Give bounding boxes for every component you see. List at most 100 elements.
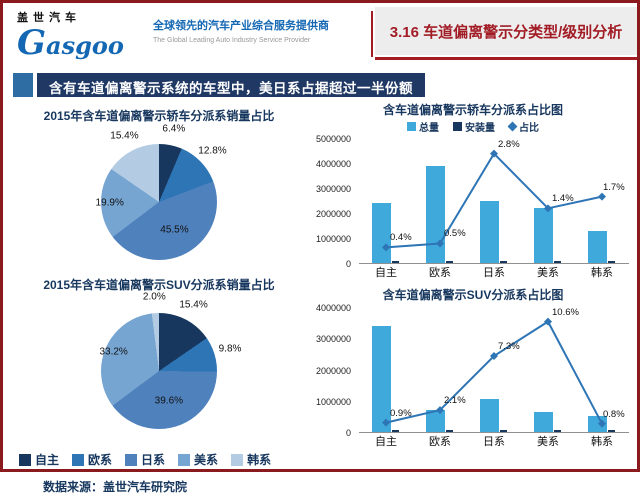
pie-label-自主: 6.4% [162, 123, 186, 135]
combo-sedan-legend: 总量 安装量 占比 [309, 118, 637, 134]
legend-item-欧系: 欧系 [72, 451, 112, 468]
y-tick-label: 2000000 [315, 209, 351, 219]
y-tick-label: 1000000 [315, 396, 351, 407]
y-tick-label: 3000000 [315, 334, 351, 345]
tagline: 全球领先的汽车产业综合服务提供商 The Global Leading Auto… [153, 17, 329, 44]
bar-swatch-icon [453, 121, 462, 131]
bar-install-美系 [554, 261, 561, 263]
section-title-band: 3.16 车道偏离警示分类型/级别分析 [375, 7, 637, 55]
legend-item-占比: 占比 [507, 119, 539, 134]
ratio-label-韩系: 1.7% [603, 181, 625, 193]
legend-item-自主: 自主 [19, 451, 59, 468]
y-axis: 0 1000000 2000000 3000000 4000000 5000000 [309, 134, 355, 269]
pie-label-自主: 15.4% [179, 299, 208, 311]
y-tick-label: 0 [345, 259, 351, 269]
bar-total-韩系 [588, 230, 607, 263]
pie-sedan-title: 2015年含车道偏离警示轿车分派系销量占比 [43, 109, 275, 123]
bar-install-日系 [500, 429, 507, 432]
bar-install-韩系 [608, 261, 615, 263]
pie-sedan-circle [101, 144, 217, 260]
y-tick-label: 5000000 [315, 134, 351, 144]
combo-sedan-title: 含车道偏离警示轿车分派系占比图 [382, 103, 563, 117]
tagline-chinese: 全球领先的汽车产业综合服务提供商 [153, 20, 329, 32]
pie-label-美系: 33.2% [99, 346, 128, 358]
bar-swatch-icon [407, 121, 416, 131]
pie-sedan-chart: 6.4% 12.8% 45.5% 19.9% 15.4% [9, 124, 309, 274]
x-label-欧系: 欧系 [429, 267, 451, 279]
bar-total-日系 [480, 399, 499, 432]
x-label-欧系: 欧系 [429, 436, 451, 448]
x-label-日系: 日系 [483, 436, 505, 448]
ratio-label-美系: 1.4% [552, 193, 574, 205]
x-axis-labels: 自主 欧系 日系 美系 韩系 [359, 266, 629, 280]
legend-swatch-icon [231, 453, 244, 466]
y-tick-label: 4000000 [315, 303, 351, 313]
legend-item-日系: 日系 [125, 451, 165, 468]
headline-accent-square [13, 73, 33, 97]
bar-total-欧系 [426, 165, 445, 263]
x-label-韩系: 韩系 [591, 267, 613, 279]
ratio-label-韩系: 0.8% [603, 408, 625, 420]
bar-total-自主 [372, 325, 391, 432]
pie-label-欧系: 12.8% [198, 145, 227, 156]
pie-suv-chart: 15.4% 9.8% 39.6% 33.2% 2.0% [9, 291, 309, 443]
x-label-日系: 日系 [483, 267, 505, 279]
legend-swatch-icon [72, 453, 85, 466]
bar-install-自主 [392, 261, 399, 263]
header-divider [371, 11, 373, 57]
combo-suv-chart: 0 1000000 2000000 3000000 4000000 0.9% 2.1% 7.… [309, 303, 637, 449]
legend-item-美系: 美系 [178, 451, 218, 468]
ratio-label-美系: 10.6% [552, 306, 579, 318]
plot-area: 0.4% 0.5% 2.8% 1.4% 1.7% [359, 138, 629, 264]
bar-total-日系 [480, 200, 499, 263]
x-label-美系: 美系 [537, 267, 559, 279]
y-tick-label: 3000000 [315, 184, 351, 194]
headline-text: 含有车道偏离警示系统的车型中，美日系占据超过一半份额 [37, 73, 425, 97]
combo-sedan-chart: 0 1000000 2000000 3000000 4000000 5000000 0.4… [309, 134, 637, 280]
series-legend: 自主 欧系 日系 美系 韩系 [19, 451, 309, 468]
header-underline [375, 57, 637, 60]
ratio-label-欧系: 2.1% [444, 395, 466, 407]
y-tick-label: 1000000 [315, 234, 351, 244]
pie-label-日系: 45.5% [160, 224, 189, 236]
pie-label-韩系: 2.0% [142, 291, 166, 303]
plot-area: 0.9% 2.1% 7.3% 10.6% 0.8% [359, 307, 629, 433]
legend-swatch-icon [178, 453, 191, 466]
pie-label-美系: 19.9% [95, 197, 124, 209]
legend-item-总量: 总量 [407, 119, 439, 134]
x-label-美系: 美系 [537, 436, 559, 448]
headline: 含有车道偏离警示系统的车型中，美日系占据超过一半份额 [13, 73, 425, 97]
pie-label-韩系: 15.4% [110, 130, 139, 142]
ratio-marker-icon [507, 121, 518, 131]
legend-item-安装量: 安装量 [453, 119, 495, 134]
y-axis: 0 1000000 2000000 3000000 4000000 [309, 303, 355, 438]
ratio-line [382, 149, 606, 252]
ratio-label-日系: 2.8% [498, 138, 520, 150]
y-tick-label: 2000000 [315, 365, 351, 376]
logo-chinese-text: 盖世汽车 [17, 12, 81, 24]
content: 含有车道偏离警示系统的车型中，美日系占据超过一半份额 2015年含车道偏离警示轿… [3, 65, 637, 494]
pie-suv-circle [101, 313, 217, 429]
section-title: 3.16 车道偏离警示分类型/级别分析 [389, 23, 623, 41]
x-label-自主: 自主 [375, 267, 397, 279]
header: 盖世汽车 Gasgoo 全球领先的汽车产业综合服务提供商 The Global … [3, 3, 637, 65]
logo-wordmark: Gasgoo [17, 23, 124, 63]
pie-label-欧系: 9.8% [218, 343, 242, 355]
ratio-label-自主: 0.9% [390, 407, 412, 419]
bar-install-韩系 [608, 430, 615, 432]
bar-total-欧系 [426, 410, 445, 432]
ratio-label-欧系: 0.5% [444, 228, 466, 240]
bar-install-欧系 [446, 430, 453, 432]
left-column: 2015年含车道偏离警示轿车分派系销量占比 6.4% 12.8% 45.5% 19.9… [9, 105, 309, 495]
legend-swatch-icon [19, 453, 31, 466]
bar-install-欧系 [446, 261, 453, 263]
bar-install-自主 [392, 430, 399, 432]
data-source: 数据来源：盖世汽车研究院 [43, 480, 188, 494]
bar-install-美系 [554, 429, 561, 432]
combo-suv-title: 含车道偏离警示SUV分派系占比图 [382, 288, 564, 302]
ratio-label-自主: 0.4% [390, 232, 412, 244]
tagline-english: The Global Leading Auto Industry Service… [153, 37, 311, 44]
x-label-自主: 自主 [375, 436, 397, 448]
y-tick-label: 4000000 [315, 159, 351, 169]
